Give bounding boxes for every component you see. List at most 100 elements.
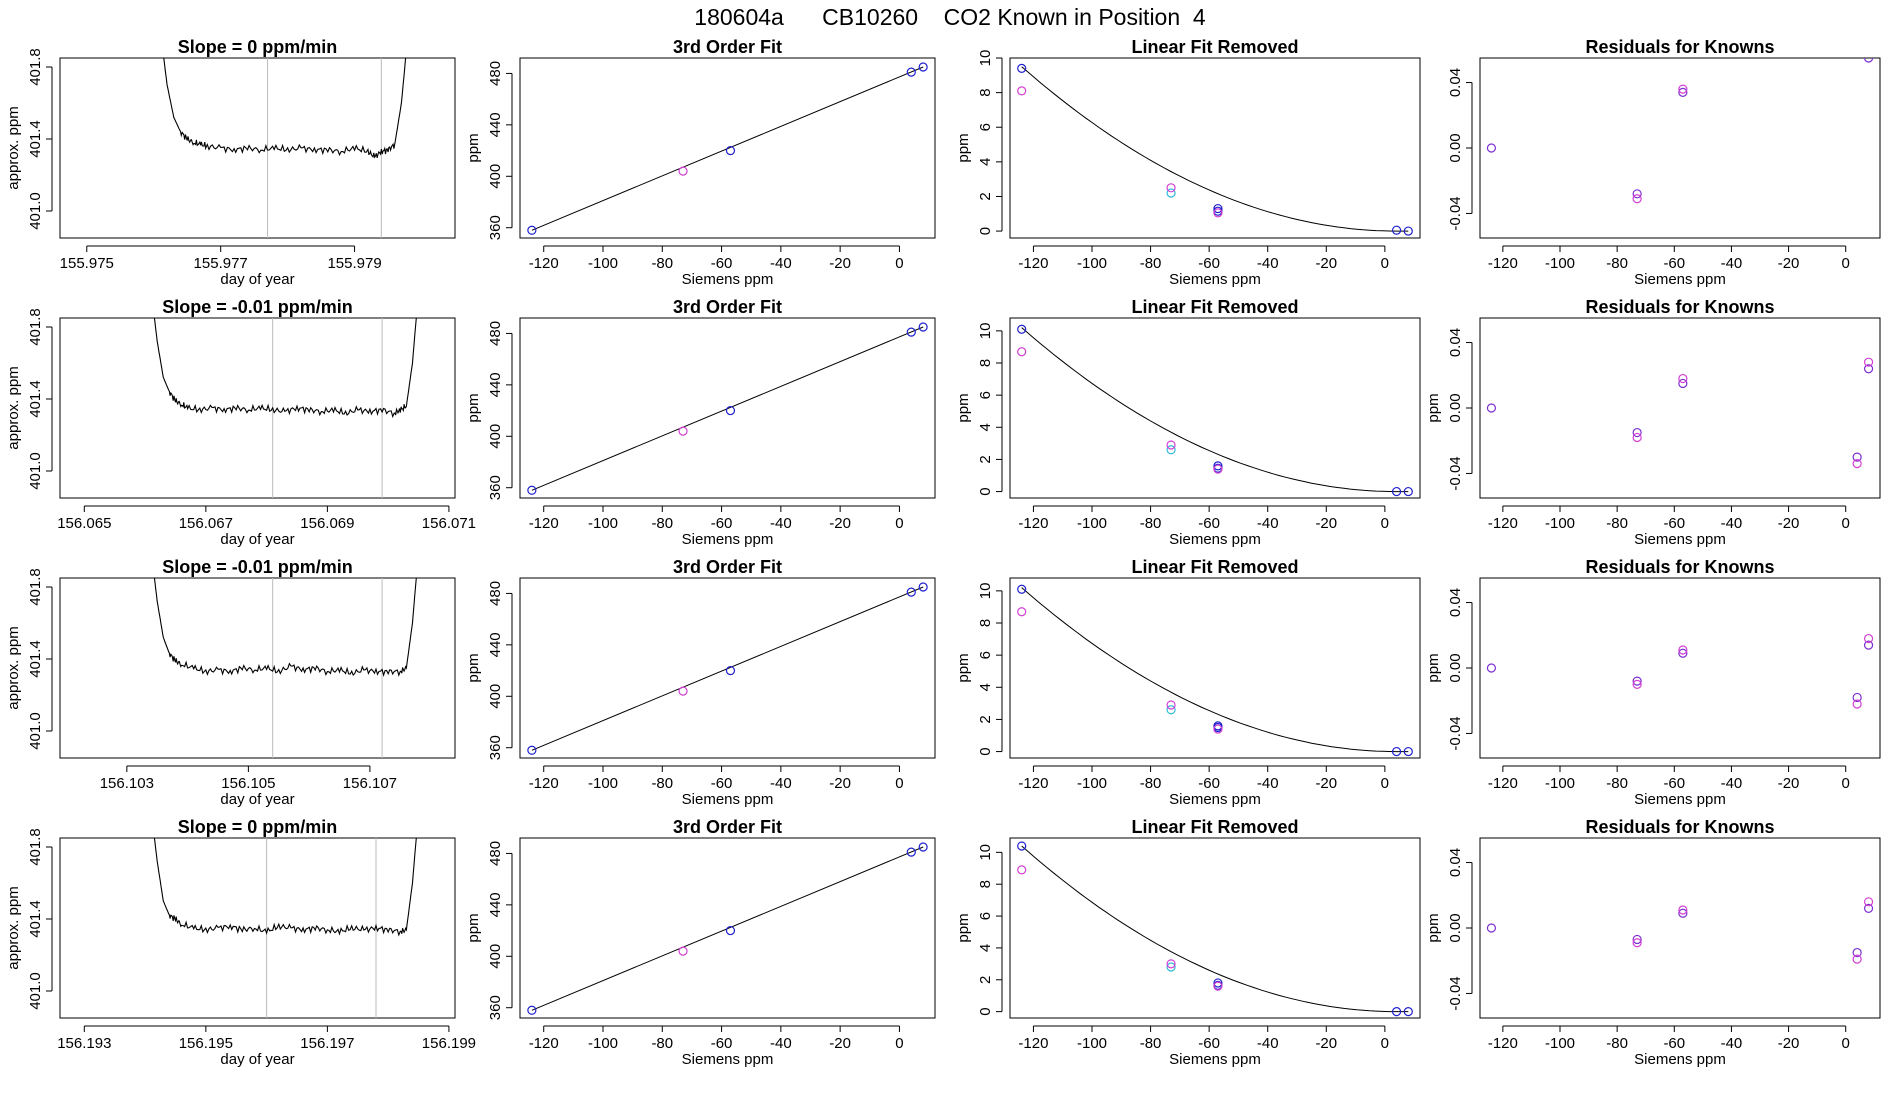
fit-curve bbox=[1021, 66, 1409, 232]
panel-title: Linear Fit Removed bbox=[1131, 817, 1298, 837]
x-tick-label: -80 bbox=[1606, 255, 1628, 272]
y-axis-label: ppm bbox=[955, 913, 972, 942]
x-tick-label: -120 bbox=[1488, 515, 1518, 532]
data-point-knowns bbox=[1017, 584, 1027, 594]
x-tick-label: 0 bbox=[1842, 775, 1850, 792]
data-point-knowns bbox=[906, 327, 916, 337]
data-layer bbox=[1486, 633, 1874, 709]
x-tick-label: 0 bbox=[1842, 255, 1850, 272]
x-tick-label: -120 bbox=[529, 515, 559, 532]
x-tick-label: -40 bbox=[1257, 1035, 1279, 1052]
data-point-knowns bbox=[1213, 978, 1223, 988]
x-tick-label: -80 bbox=[1140, 255, 1162, 272]
x-tick-label: -80 bbox=[1140, 775, 1162, 792]
x-tick-label: -80 bbox=[1606, 775, 1628, 792]
x-tick-label: -40 bbox=[1721, 255, 1743, 272]
data-point-purple bbox=[1678, 378, 1688, 389]
panel-3-fit: 3rd Order Fit -120 -100 -80 -60 -40 -20 0 Siemen… bbox=[465, 557, 936, 808]
data-point-knowns bbox=[527, 1005, 537, 1015]
data-point-knowns bbox=[1391, 486, 1402, 497]
x-tick-label: -20 bbox=[1778, 775, 1800, 792]
y-axis-label: ppm bbox=[955, 133, 972, 162]
x-tick-label: -60 bbox=[1198, 255, 1220, 272]
y-tick-label: 401.4 bbox=[27, 380, 44, 418]
data-point-knowns bbox=[725, 925, 736, 936]
y-tick-label: 440 bbox=[487, 892, 504, 917]
data-point-unknown bbox=[1213, 981, 1223, 991]
y-tick-label: 0.00 bbox=[1447, 133, 1464, 162]
data-point-knowns bbox=[1403, 1007, 1413, 1017]
plot-frame bbox=[1479, 57, 1881, 239]
x-tick-label: -80 bbox=[651, 515, 673, 532]
data-layer bbox=[153, 838, 417, 1018]
x-tick-label: -120 bbox=[1018, 515, 1048, 532]
data-point-magenta bbox=[1678, 84, 1688, 94]
trace-line bbox=[163, 58, 407, 159]
x-tick-label: -20 bbox=[1315, 255, 1337, 272]
plot-frame bbox=[1009, 577, 1421, 759]
x-tick-label: -100 bbox=[1077, 255, 1107, 272]
y-axis-label: approx. ppm bbox=[5, 106, 22, 189]
x-tick-label: -60 bbox=[1198, 515, 1220, 532]
y-tick-label: 480 bbox=[487, 841, 504, 866]
x-tick-label: 156.197 bbox=[300, 1035, 354, 1052]
x-tick-label: -80 bbox=[651, 775, 673, 792]
fit-line bbox=[531, 846, 924, 1011]
fit-curve bbox=[1021, 587, 1409, 753]
y-axis-label: approx. ppm bbox=[5, 626, 22, 709]
x-tick-label: -120 bbox=[529, 1035, 559, 1052]
data-point-purple bbox=[1863, 364, 1874, 374]
data-point-magenta bbox=[1852, 954, 1862, 964]
plot-frame bbox=[1009, 837, 1421, 1019]
data-point-purple bbox=[1852, 947, 1862, 958]
x-tick-label: -80 bbox=[1140, 515, 1162, 532]
y-tick-label: 2 bbox=[977, 455, 994, 463]
x-tick-label: 0 bbox=[1381, 775, 1389, 792]
x-tick-label: -80 bbox=[651, 255, 673, 272]
plot-frame bbox=[519, 317, 936, 499]
x-tick-label: -60 bbox=[1198, 775, 1220, 792]
x-tick-label: -120 bbox=[1488, 775, 1518, 792]
x-tick-label: 0 bbox=[1381, 515, 1389, 532]
panel-2-timeseries: Slope = -0.01 ppm/min 156.065 156.067 156.0… bbox=[5, 297, 476, 548]
fit-line bbox=[531, 66, 924, 231]
x-tick-label: 155.979 bbox=[327, 255, 381, 272]
x-tick-label: -60 bbox=[1663, 1035, 1685, 1052]
x-tick-label: -100 bbox=[1545, 255, 1575, 272]
data-layer bbox=[153, 578, 417, 758]
data-point-unknown bbox=[1166, 700, 1176, 710]
data-layer bbox=[527, 582, 928, 755]
data-point-magenta bbox=[1678, 645, 1688, 655]
y-axis-label: ppm bbox=[465, 393, 482, 422]
data-point-cyan bbox=[1166, 962, 1176, 972]
panel-1-residuals: Residuals for Knowns -120 -100 -80 -60 -40 -20… bbox=[1447, 37, 1881, 288]
data-point-knowns bbox=[906, 67, 916, 77]
y-tick-label: 10 bbox=[977, 583, 994, 600]
panel-title: 3rd Order Fit bbox=[673, 37, 782, 57]
y-tick-label: 6 bbox=[977, 123, 994, 131]
data-layer bbox=[1017, 584, 1413, 757]
data-point-purple bbox=[1678, 648, 1688, 658]
data-point-magenta bbox=[1852, 699, 1862, 709]
x-tick-label: -120 bbox=[1488, 255, 1518, 272]
x-tick-label: -100 bbox=[1545, 775, 1575, 792]
y-tick-label: 401.8 bbox=[27, 308, 44, 346]
panel-4-timeseries: Slope = 0 ppm/min 156.193 156.195 156.197 15… bbox=[5, 817, 476, 1068]
data-point-purple bbox=[1632, 427, 1642, 438]
plot-frame bbox=[59, 317, 456, 499]
data-point-unknown bbox=[1017, 607, 1027, 617]
x-tick-label: -40 bbox=[1257, 255, 1279, 272]
data-point-magenta bbox=[1852, 459, 1862, 469]
data-layer bbox=[1486, 58, 1874, 204]
data-point-knowns bbox=[918, 842, 928, 852]
data-point-purple bbox=[1632, 934, 1642, 945]
data-point-purple bbox=[1863, 903, 1874, 913]
x-axis-label: day of year bbox=[220, 791, 294, 808]
data-point-magenta bbox=[1632, 194, 1642, 204]
plot-frame bbox=[59, 577, 456, 759]
data-point-knowns bbox=[725, 405, 736, 416]
x-tick-label: -100 bbox=[1077, 515, 1107, 532]
x-tick-label: -20 bbox=[1315, 775, 1337, 792]
panel-3-timeseries: Slope = -0.01 ppm/min 156.103 156.105 156.1… bbox=[5, 557, 456, 808]
x-tick-label: -80 bbox=[1606, 515, 1628, 532]
